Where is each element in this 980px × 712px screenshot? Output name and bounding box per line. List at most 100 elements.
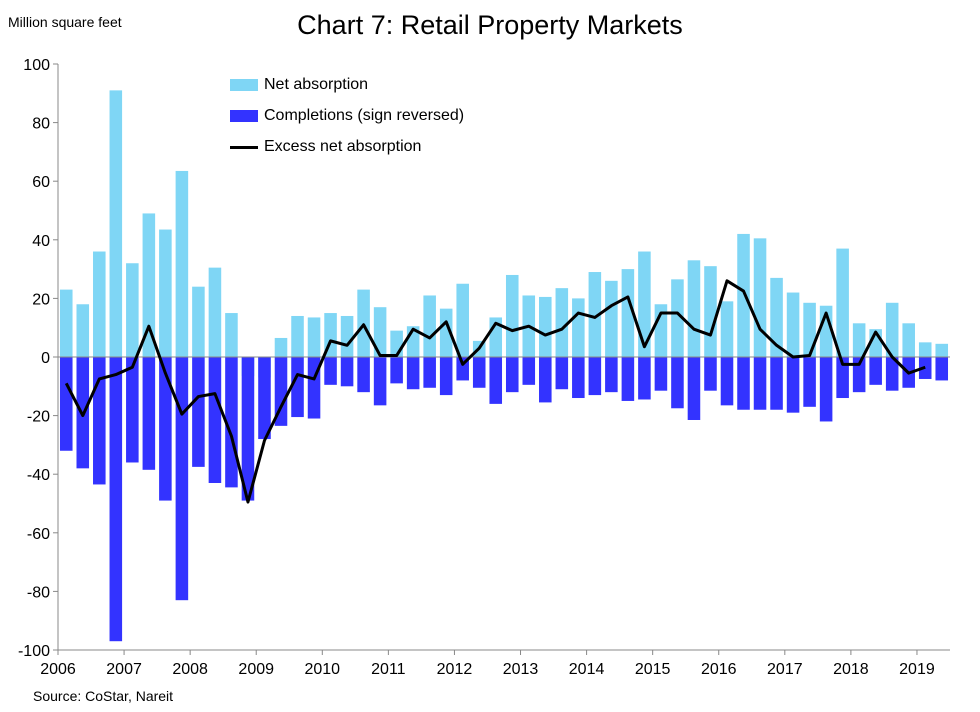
completions-bar (208, 357, 222, 483)
net-absorption-bar (704, 266, 717, 357)
x-tick-label: 2010 (304, 661, 340, 678)
x-tick-label: 2014 (569, 661, 605, 678)
net-absorption-bar (307, 317, 321, 357)
net-absorption-bar (621, 269, 635, 357)
net-absorption-bar (935, 343, 949, 357)
x-tick-label: 2018 (833, 661, 869, 678)
x-tick-label: 2009 (238, 661, 274, 678)
completions-bar (638, 357, 651, 400)
net-absorption-bar (572, 298, 585, 357)
y-tick-label: 60 (32, 174, 50, 191)
net-absorption-bar (918, 342, 932, 357)
y-tick-label: -80 (27, 584, 50, 601)
completions-bar (406, 357, 420, 390)
completions-bar (621, 357, 635, 401)
net-absorption-bar (770, 277, 783, 357)
y-tick-label: 20 (32, 291, 50, 308)
completions-bar (885, 357, 899, 391)
completions-bar (803, 357, 816, 407)
source-note: Source: CoStar, Nareit (33, 688, 174, 704)
net-absorption-bar (753, 238, 767, 357)
completions-bar (505, 357, 519, 393)
net-absorption-bar (59, 289, 73, 357)
completions-bar (142, 357, 156, 470)
net-absorption-bar (93, 251, 106, 357)
completions-bar (522, 357, 536, 385)
y-tick-label: 40 (32, 233, 50, 250)
x-tick-label: 2007 (106, 661, 142, 678)
completions-bar (671, 357, 684, 409)
completions-bar (555, 357, 569, 390)
y-axis-unit-label: Million square feet (8, 14, 122, 30)
completions-bar (770, 357, 783, 410)
completions-bar (192, 357, 205, 467)
completions-bar (489, 357, 503, 404)
net-absorption-bar (208, 267, 222, 357)
legend-label-net-absorption: Net absorption (264, 76, 369, 93)
net-absorption-bar (76, 304, 90, 357)
x-tick-label: 2008 (172, 661, 208, 678)
completions-bar (588, 357, 602, 396)
legend-swatch-excess (230, 145, 258, 149)
completions-bar (439, 357, 453, 396)
x-tick-label: 2012 (437, 661, 473, 678)
net-absorption-bar (291, 315, 304, 357)
completions-bar (93, 357, 106, 485)
completions-bar (258, 357, 271, 440)
completions-bar (390, 357, 403, 384)
net-absorption-bar (720, 301, 734, 357)
completions-bar (605, 357, 618, 393)
net-absorption-bar (505, 274, 519, 357)
net-absorption-bar (638, 251, 651, 357)
net-absorption-bar (225, 313, 238, 357)
completions-bar (373, 357, 387, 406)
excess-net-absorption-line (64, 279, 926, 504)
completions-bar (472, 357, 486, 388)
net-absorption-bar (159, 229, 172, 357)
y-tick-label: -20 (27, 409, 50, 426)
chart-title: Chart 7: Retail Property Markets (297, 10, 683, 40)
net-absorption-bar (126, 263, 139, 357)
legend-item-net-absorption: Net absorption (230, 75, 368, 95)
completions-bar (737, 357, 750, 410)
x-tick-label: 2019 (899, 661, 935, 678)
completions-bar (109, 357, 123, 642)
net-absorption-bar (605, 280, 618, 357)
net-absorption-bar (423, 295, 436, 357)
net-absorption-bar (439, 308, 453, 357)
y-tick-label: 0 (41, 350, 50, 367)
completions-bar (654, 357, 668, 391)
legend-swatch-completions (230, 110, 258, 122)
completions-bar (786, 357, 800, 413)
net-absorption-bar (274, 337, 288, 357)
x-tick-label: 2015 (635, 661, 671, 678)
net-absorption-bar (373, 307, 387, 357)
net-absorption-bar (175, 170, 189, 357)
completions-bar (126, 357, 139, 463)
legend-item-completions: Completions (sign reversed) (230, 106, 464, 126)
net-absorption-bar (902, 323, 915, 357)
completions-bar (324, 357, 337, 385)
completions-bar (241, 357, 255, 501)
x-tick-label: 2016 (701, 661, 737, 678)
completions-bar (819, 357, 833, 422)
completions-bar (539, 357, 552, 403)
completions-bar (836, 357, 849, 399)
x-tick-label: 2011 (371, 661, 406, 678)
net-absorption-bar (671, 279, 684, 357)
net-absorption-bar (539, 296, 552, 357)
net-absorption-bar (142, 213, 156, 357)
completions-bar (291, 357, 304, 418)
legend-label-excess: Excess net absorption (264, 138, 422, 155)
x-tick-label: 2013 (503, 661, 539, 678)
y-tick-label: 80 (32, 116, 50, 133)
net-absorption-bar (588, 272, 602, 357)
completions-bar (935, 357, 949, 381)
net-absorption-bar (737, 233, 750, 357)
legend-swatch-net-absorption (230, 79, 258, 91)
net-absorption-bar (555, 288, 569, 357)
completions-bar (720, 357, 734, 406)
completions-bar (159, 357, 172, 501)
y-tick-label: -60 (27, 526, 50, 543)
